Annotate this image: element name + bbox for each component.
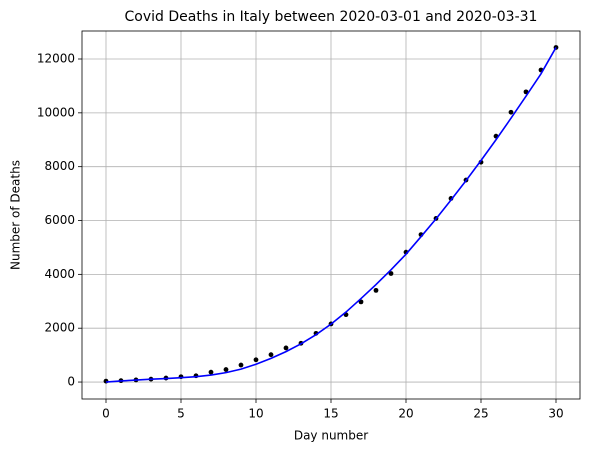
- x-tick-label: 20: [398, 407, 413, 421]
- data-point: [388, 271, 394, 276]
- fit-line: [105, 47, 557, 383]
- y-tick-label: 0: [67, 375, 75, 389]
- data-point: [253, 357, 259, 363]
- y-tick-label: 12000: [37, 51, 75, 65]
- y-tick-label: 6000: [44, 213, 75, 227]
- x-tick-label: 15: [323, 407, 338, 421]
- data-point: [223, 367, 229, 372]
- data-point: [283, 345, 289, 351]
- y-tick-label: 4000: [44, 267, 75, 281]
- data-point: [508, 109, 514, 115]
- y-tick-label: 2000: [44, 321, 75, 335]
- x-axis-label: Day number: [294, 429, 368, 443]
- x-tick-label: 25: [473, 407, 488, 421]
- x-tick-label: 10: [248, 407, 263, 421]
- y-axis-label: Number of Deaths: [9, 160, 23, 270]
- data-point: [238, 362, 244, 368]
- y-tick-label: 8000: [44, 159, 75, 173]
- data-point: [208, 369, 214, 375]
- y-tick-label: 10000: [37, 105, 75, 119]
- data-point: [268, 352, 274, 358]
- chart-title: Covid Deaths in Italy between 2020-03-01…: [125, 9, 538, 25]
- x-tick-label: 0: [102, 407, 110, 421]
- x-tick-label: 5: [177, 407, 185, 421]
- data-point: [373, 287, 379, 293]
- plot-frame: [81, 30, 581, 400]
- x-tick-label: 30: [548, 407, 563, 421]
